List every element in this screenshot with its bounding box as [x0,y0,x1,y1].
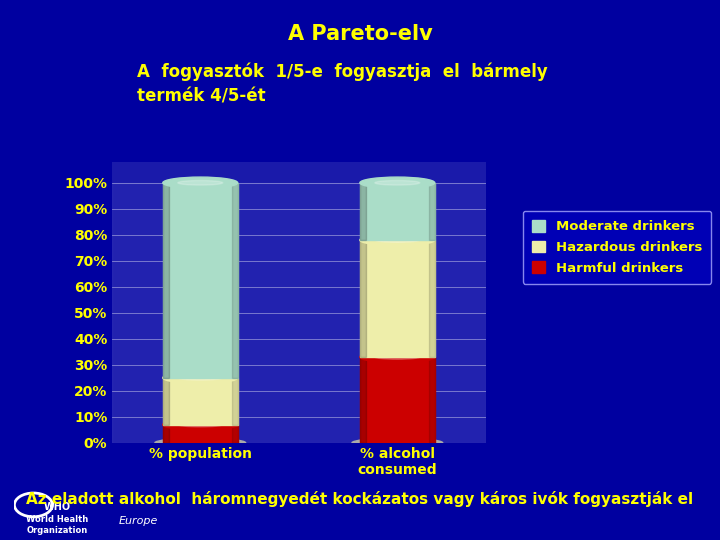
Text: Az eladott alkohol  háromnegyedét kockázatos vagy káros ivók fogyasztják el: Az eladott alkohol háromnegyedét kockáza… [27,490,693,507]
Bar [360,240,435,357]
Text: Europe: Europe [119,516,158,526]
Text: A Pareto-elv: A Pareto-elv [287,24,433,44]
Bar [429,357,435,443]
Bar [360,240,366,357]
Ellipse shape [375,238,420,242]
Bar [360,357,435,443]
Bar [163,378,238,424]
Text: WHO: WHO [44,502,71,511]
Ellipse shape [352,438,443,448]
Bar [360,357,366,443]
Text: World Health
Organization: World Health Organization [27,515,89,535]
Bar [232,183,238,378]
Bar [163,378,168,424]
Ellipse shape [163,372,238,383]
Bar [155,443,246,448]
Bar [429,183,435,240]
Ellipse shape [178,422,222,427]
Bar [232,424,238,443]
Bar [232,378,238,424]
Ellipse shape [375,180,420,185]
Ellipse shape [360,234,435,246]
Bar [429,240,435,357]
Ellipse shape [163,177,238,188]
Ellipse shape [155,438,246,448]
Bar [352,443,443,448]
Bar [360,183,366,240]
Bar [163,183,238,378]
Ellipse shape [178,180,222,185]
Bar [360,183,435,240]
Text: A  fogyasztók  1/5-e  fogyasztja  el  bármely
termék 4/5-ét: A fogyasztók 1/5-e fogyasztja el bármely… [137,62,547,106]
Ellipse shape [360,352,435,363]
Ellipse shape [375,355,420,359]
Ellipse shape [178,375,222,380]
Bar [163,424,168,443]
Bar [163,424,238,443]
Ellipse shape [163,419,238,430]
Legend: Moderate drinkers, Hazardous drinkers, Harmful drinkers: Moderate drinkers, Hazardous drinkers, H… [523,211,711,284]
Bar [163,183,168,378]
Ellipse shape [360,177,435,188]
